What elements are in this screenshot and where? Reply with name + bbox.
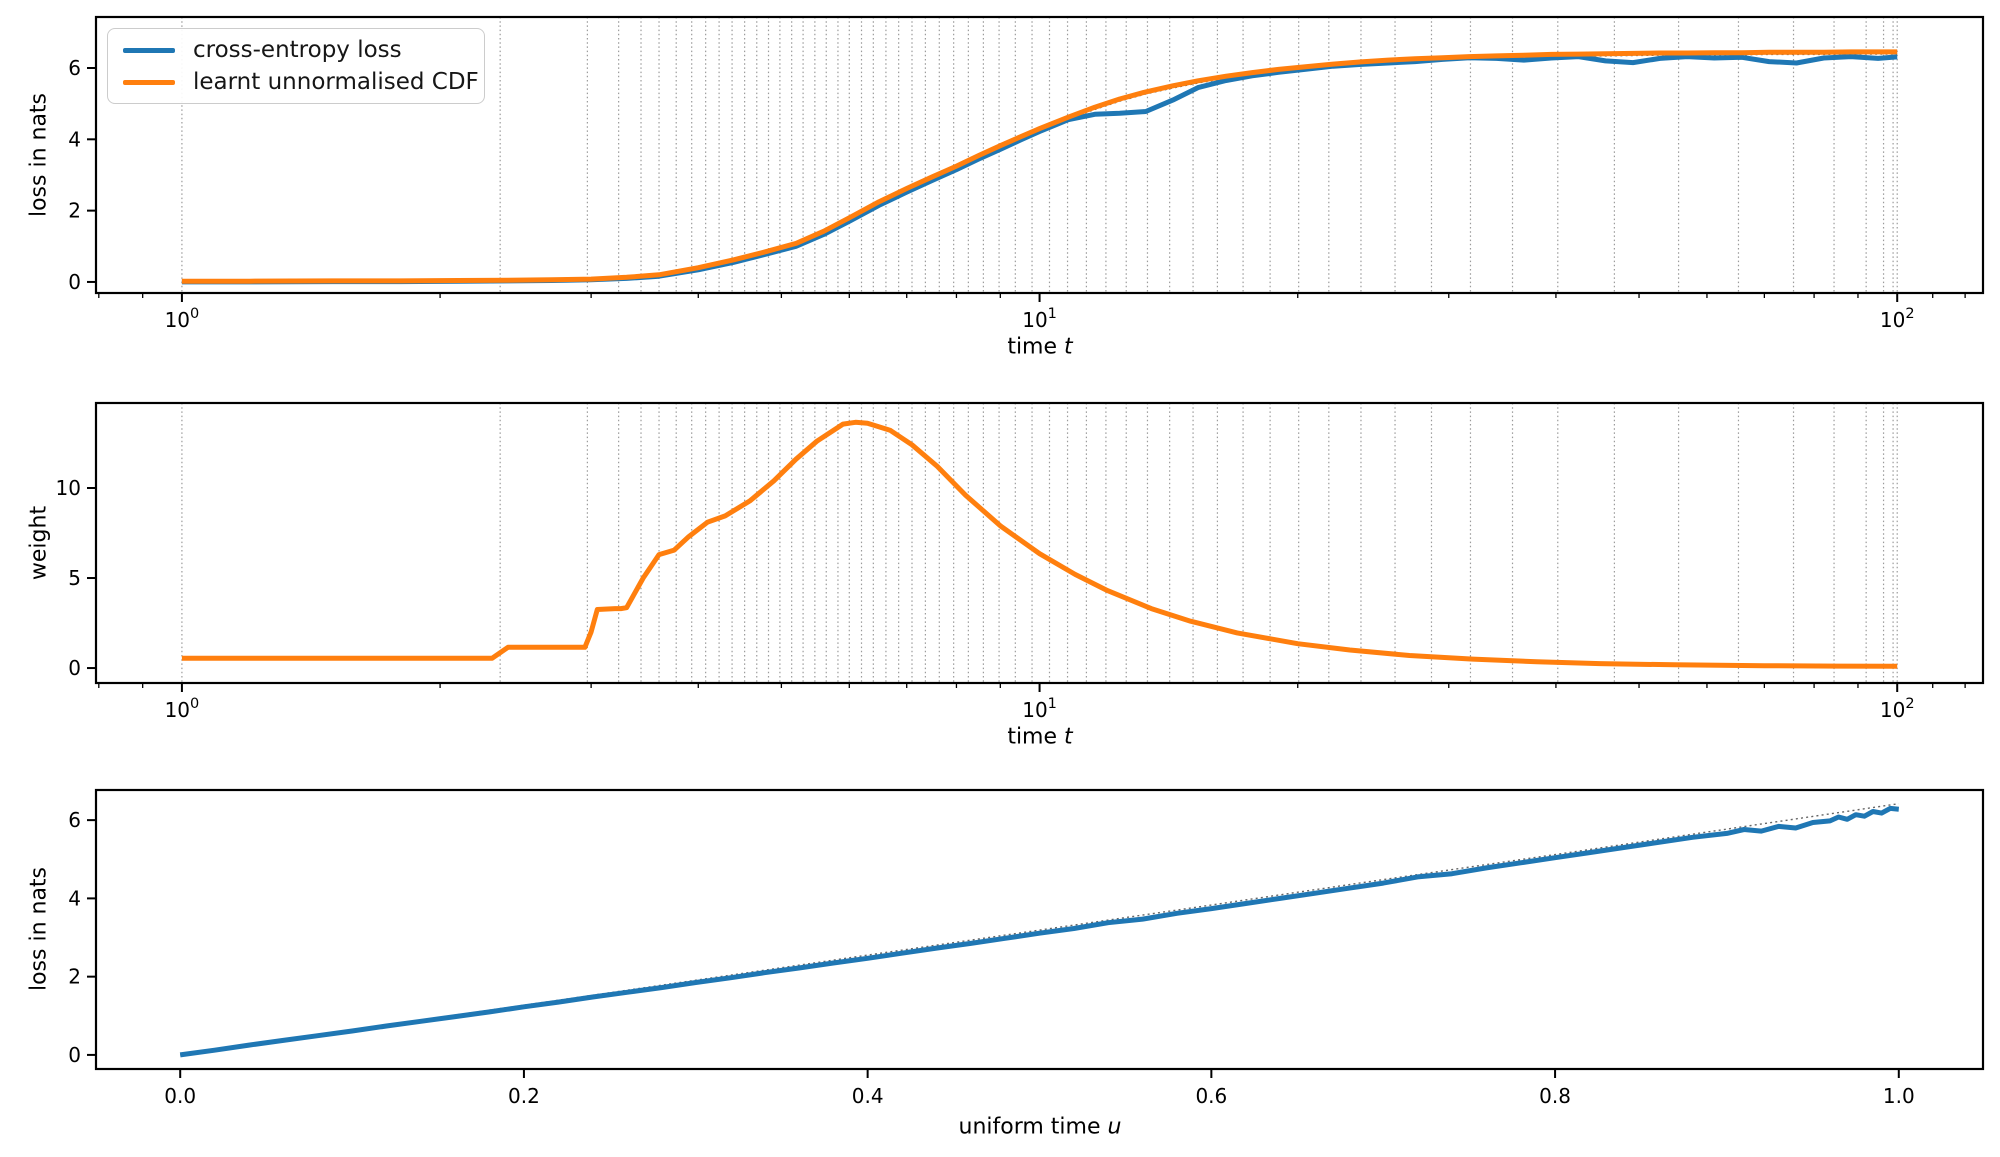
loss-vs-uniform-time-series-reference-dotted — [180, 803, 1899, 1056]
loss-vs-time-ytick-label: 4 — [68, 127, 81, 151]
middle-plot-xlabel-var: t — [1064, 724, 1073, 750]
loss-vs-uniform-time-ytick-label: 6 — [68, 808, 81, 832]
top-plot-xlabel-text: time — [1007, 334, 1058, 360]
weight-vs-time-xtick-label: 100 — [165, 696, 200, 722]
loss-vs-uniform-time-ticks: 0.0 0.2 0.4 0.6 0.8 1.0 0 2 4 6 — [68, 808, 1914, 1108]
legend-line-swatch-blue — [123, 47, 175, 53]
loss-vs-uniform-time-plot: 0.0 0.2 0.4 0.6 0.8 1.0 0 2 4 6 — [68, 788, 1985, 1108]
weight-vs-time-ytick-label: 5 — [68, 566, 81, 590]
loss-vs-time-xtick-label: 101 — [1022, 306, 1057, 332]
loss-vs-uniform-time-xtick-label: 0.6 — [1195, 1084, 1227, 1108]
loss-vs-time-ytick-label: 0 — [68, 270, 81, 294]
loss-vs-uniform-time-xtick-label: 0.8 — [1539, 1084, 1571, 1108]
weight-vs-time-ytick-label: 10 — [56, 476, 81, 500]
loss-vs-uniform-time-spines — [94, 788, 1985, 1071]
legend-line-swatch-orange — [123, 79, 175, 85]
loss-vs-uniform-time-series-cross-entropy-loss — [179, 805, 1900, 1058]
legend: cross-entropy loss learnt unnormalised C… — [107, 28, 485, 104]
weight-vs-time-xtick-label: 101 — [1022, 696, 1057, 722]
bottom-plot-xlabel-text: uniform time — [958, 1114, 1101, 1140]
bottom-plot-xlabel: uniform time u — [959, 1115, 1122, 1140]
top-plot-xlabel: time t — [1007, 335, 1072, 360]
loss-vs-uniform-time-ytick-label: 2 — [68, 965, 81, 989]
loss-vs-uniform-time-ytick-label: 0 — [68, 1043, 81, 1067]
loss-vs-time-plot: 100 101 102 0 2 4 6 — [68, 15, 1985, 332]
weight-vs-time-plot: 100 101 102 0 5 10 — [56, 401, 1985, 722]
loss-vs-uniform-time-ytick-label: 4 — [68, 886, 81, 910]
loss-vs-uniform-time-xtick-label: 1.0 — [1883, 1084, 1915, 1108]
legend-label: cross-entropy loss — [193, 36, 402, 63]
middle-plot-xlabel: time t — [1007, 725, 1072, 750]
top-plot-ylabel: loss in nats — [26, 92, 52, 218]
middle-plot-ylabel: weight — [26, 505, 52, 581]
loss-vs-time-xtick-label: 100 — [165, 306, 200, 332]
loss-vs-time-ticks: 100 101 102 0 2 4 6 — [68, 56, 1966, 332]
legend-item-learnt-unnormalised-cdf: learnt unnormalised CDF — [123, 68, 484, 95]
loss-vs-uniform-time-xtick-label: 0.4 — [852, 1084, 884, 1108]
legend-item-cross-entropy-loss: cross-entropy loss — [123, 36, 484, 63]
loss-vs-time-xtick-label: 102 — [1880, 306, 1915, 332]
legend-label: learnt unnormalised CDF — [193, 68, 479, 95]
weight-vs-time-spines — [94, 401, 1985, 685]
loss-vs-time-ytick-label: 6 — [68, 56, 81, 80]
weight-vs-time-ticks: 100 101 102 0 5 10 — [56, 476, 1966, 722]
bottom-plot-xlabel-var: u — [1107, 1114, 1122, 1140]
weight-vs-time-gridlines — [181, 403, 1898, 683]
weight-vs-time-xtick-label: 102 — [1880, 696, 1915, 722]
loss-vs-time-ytick-label: 2 — [68, 199, 81, 223]
top-plot-xlabel-var: t — [1064, 334, 1073, 360]
bottom-plot-ylabel: loss in nats — [26, 866, 52, 992]
loss-vs-time-series-learnt-unnormalised-CDF — [181, 49, 1898, 284]
loss-vs-uniform-time-xtick-label: 0.2 — [508, 1084, 540, 1108]
weight-vs-time-series-weight — [181, 419, 1898, 669]
weight-vs-time-ytick-label: 0 — [68, 656, 81, 680]
middle-plot-xlabel-text: time — [1007, 724, 1058, 750]
loss-vs-uniform-time-xtick-label: 0.0 — [164, 1084, 196, 1108]
